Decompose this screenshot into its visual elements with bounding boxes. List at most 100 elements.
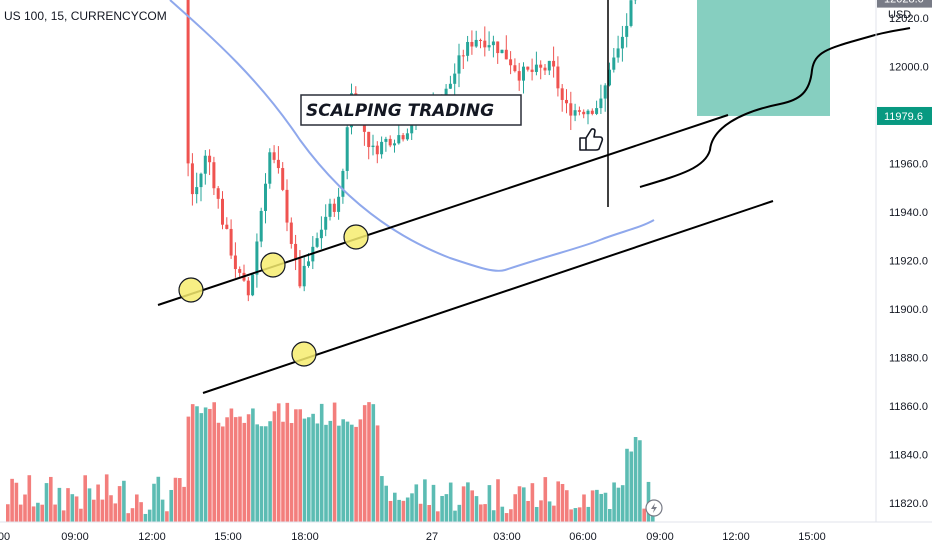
volume-bar [401,500,406,522]
volume-bar [328,420,333,522]
candle-body [513,65,517,72]
candle-body [448,83,452,89]
volume-bar [625,448,629,522]
annotation-box[interactable]: SCALPING TRADING [300,94,522,126]
x-tick-label: 00 [0,531,10,543]
candle-body [251,274,255,296]
volume-bar [36,502,40,522]
y-axis[interactable]: USD 11820.0 11840.0 11860.0 11880.0 11900.0 1… [875,0,929,522]
candle-body [281,168,285,190]
volume-bar [414,484,419,522]
volume-bar [599,493,603,522]
x-tick-label: 03:00 [493,531,521,543]
volume-bar [410,493,414,522]
candle-body [401,135,405,140]
price-badge [877,0,932,8]
volume-bar [195,406,199,522]
candle-body [276,159,280,169]
x-tick-label: 09:00 [61,531,89,543]
candle-body [208,155,212,163]
moving-average-line [169,0,655,272]
volume-bar [285,402,290,522]
volume-bar [289,423,294,522]
candle-body [552,60,556,67]
candle-body [474,39,478,47]
volume-bar [229,408,234,522]
lightning-icon[interactable] [645,499,663,517]
volume-bar [182,486,186,522]
volume-bar [238,416,242,522]
x-tick-label: 15:00 [798,531,826,543]
volume-bar [233,417,238,522]
volume-bar [616,487,621,522]
volume-bar [307,417,311,522]
volume-bar [246,414,251,522]
volume-bar [44,483,49,522]
position-tool[interactable] [697,0,830,116]
thumbs-up-icon [579,128,604,151]
volume-bar [251,408,255,522]
candle-body [599,98,603,109]
volume-bar [341,419,345,522]
annotation-text: SCALPING TRADING [306,101,494,121]
candle-body [388,138,392,146]
volume-bar [242,422,247,522]
channel-upper-line[interactable] [157,114,729,306]
volume-bar [582,494,586,522]
x-tick-label: 06:00 [569,531,597,543]
candle-body [577,110,581,112]
volume-bar [311,413,315,522]
volume-bar [560,483,565,522]
volume-bar [208,408,212,522]
touch-point-circle [260,252,286,278]
volume-bar [612,482,616,522]
candle-body [461,55,465,57]
candle-body [500,49,504,54]
volume-bar [367,402,371,522]
volume-bar [135,494,139,522]
volume-bar [461,486,466,522]
candle-body [629,0,633,26]
volume-bar [397,499,401,522]
candle-body [380,141,384,155]
volume-bar [526,500,530,522]
volume-bar [539,500,543,522]
volume-bar [14,482,19,522]
candle-body [375,145,379,155]
volume-bar [380,476,384,522]
volume-bar [500,506,505,522]
take-profit-zone[interactable] [697,0,830,116]
candle-body [530,69,534,72]
candle-body [466,41,470,56]
volume-bar [393,492,397,522]
volume-bar [298,409,302,522]
volume-bar [186,416,191,522]
x-tick-label: 12:00 [722,531,750,543]
volume-bar [319,403,324,522]
candle-body [620,36,624,49]
volume-bar [143,513,148,522]
volume-bar [371,404,376,522]
candle-body [195,187,199,195]
volume-bar [165,511,169,522]
volume-bar [491,510,496,522]
candle-body [496,41,500,54]
candle-body [332,203,336,212]
volume-bar [139,502,143,522]
volume-bar [603,492,608,522]
candle-body [319,229,323,239]
volume-bar [577,507,582,522]
candle-body [199,173,203,188]
symbol-label[interactable]: US 100, 15, CURRENCYCOM [4,9,167,23]
volume-bar [130,508,135,522]
volume-bar [225,417,229,522]
volume-bar [268,421,272,522]
x-axis[interactable]: 00 09:00 12:00 15:00 18:00 27 03:00 06:00 09:00 1… [0,521,932,543]
x-tick-label: 15:00 [214,531,242,543]
channel-lower-line[interactable] [202,200,774,394]
volume-bars [6,402,655,522]
touch-point-circle [343,224,369,250]
volume-bar [552,505,556,522]
